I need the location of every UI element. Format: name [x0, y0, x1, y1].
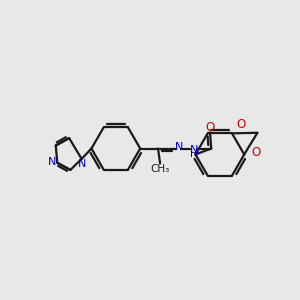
Text: CH₃: CH₃: [151, 164, 170, 174]
Text: N: N: [78, 159, 86, 169]
Text: O: O: [251, 146, 260, 159]
Text: N: N: [175, 142, 184, 152]
Text: O: O: [237, 118, 246, 130]
Text: N: N: [47, 157, 56, 167]
Text: O: O: [206, 121, 215, 134]
Text: H: H: [190, 149, 198, 160]
Text: N: N: [190, 145, 198, 155]
